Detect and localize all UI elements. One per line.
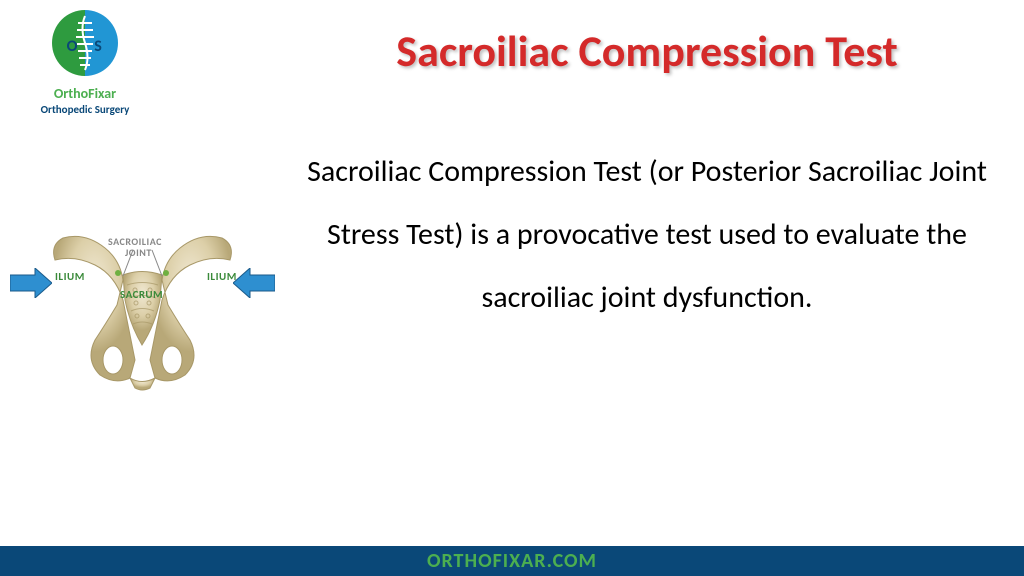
si-dot-left [115,270,121,276]
logo: O S OrthoFixar Orthopedic Surgery [15,8,155,116]
description-text: Sacroiliac Compression Test (or Posterio… [300,140,994,329]
svg-text:O: O [67,37,78,56]
label-ilium-left: ILIUM [55,270,85,283]
label-joint: JOINT [125,246,152,259]
svg-text:S: S [94,37,102,56]
page-title: Sacroiliac Compression Test [300,24,994,78]
logo-icon: O S [50,8,120,78]
si-dot-right [163,270,169,276]
label-sacrum: SACRUM [120,288,163,301]
footer-bar: ORTHOFIXAR.COM [0,546,1024,576]
pelvis-diagram: SACROILIAC JOINT ILIUM ILIUM SACRUM [5,200,285,400]
logo-tagline: Orthopedic Surgery [15,103,155,116]
logo-brand: OrthoFixar [15,85,155,102]
label-ilium-right: ILIUM [207,270,237,283]
